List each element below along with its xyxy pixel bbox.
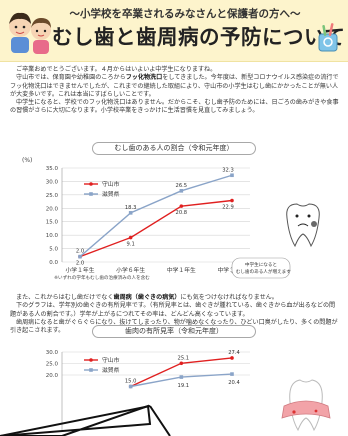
callout-text-2: 、むし歯のある人が増えます bbox=[231, 268, 291, 275]
data-point bbox=[128, 235, 133, 240]
children-illustration-icon bbox=[9, 12, 51, 54]
data-point bbox=[128, 384, 133, 389]
data-label: 9.1 bbox=[127, 242, 135, 248]
header-subtitle: 〜小学校を卒業されるみなさんと保護者の方へ〜 bbox=[69, 8, 301, 20]
y-tick-label: 20.0 bbox=[46, 206, 59, 212]
y-tick-label: 20.0 bbox=[46, 373, 59, 379]
x-tick-label: 中学１年生 bbox=[167, 266, 196, 274]
data-label: 32.3 bbox=[222, 167, 234, 173]
data-label: 2.0 bbox=[76, 249, 84, 255]
page-title: むし歯と歯周病の予防について bbox=[52, 25, 346, 49]
tooth-outline bbox=[286, 203, 320, 248]
y-tick-label: 15.0 bbox=[46, 220, 59, 226]
x-tick-label: 小学６年生 bbox=[116, 266, 145, 274]
data-point bbox=[230, 372, 234, 376]
data-label: 18.3 bbox=[125, 205, 137, 211]
toothbrush-cup-icon bbox=[318, 23, 338, 52]
y-tick-label: 30.0 bbox=[46, 179, 59, 185]
y-tick-label: 0.0 bbox=[49, 260, 58, 266]
legend-label: 滋賀県 bbox=[102, 366, 120, 374]
data-point bbox=[179, 375, 184, 379]
middle-paragraph-3: 歯周病になると歯がぐらぐらになり、抜けてしまったり、物が噛めなくなったり、ひどい… bbox=[10, 318, 338, 335]
data-point bbox=[230, 173, 234, 178]
legend-marker bbox=[89, 192, 93, 196]
y-tick-label: 5.0 bbox=[49, 247, 58, 253]
data-point bbox=[179, 361, 184, 366]
middle-paragraph-1: また、これからはむし歯だけでなく歯周病（歯ぐきの病気）にも気をつけなければなりま… bbox=[16, 294, 278, 301]
data-point bbox=[128, 211, 133, 215]
intro-paragraph-3: 中学生になると、学校でのフッ化物洗口はありません。だからこそ、むし歯予防のために… bbox=[10, 99, 339, 115]
intro-paragraph-2: 守山市では、保育園や幼稚園のころからフッ化物洗口をしてきました。今年度は、新型コ… bbox=[10, 74, 339, 98]
data-point bbox=[78, 254, 82, 259]
y-axis-unit-label: (%) bbox=[22, 157, 32, 164]
data-point bbox=[179, 189, 184, 193]
tooth-mouth bbox=[297, 223, 309, 227]
legend-label: 守山市 bbox=[102, 180, 120, 188]
intro-paragraph-1: ご卒業おめでとうございます。４月からはいよいよ中学生になりますね。 bbox=[16, 66, 217, 73]
fluoride-highlight: フッ化物洗口 bbox=[125, 74, 163, 82]
data-point bbox=[230, 198, 234, 203]
data-label: 26.5 bbox=[176, 183, 188, 189]
chart-1-title: むし歯のある人の割合（令和元年度） bbox=[92, 142, 256, 155]
series-line-0 bbox=[79, 199, 233, 258]
tooth-eye bbox=[307, 214, 311, 218]
callout-text-1: 中学生になると bbox=[245, 261, 277, 268]
data-label: 27.4 bbox=[228, 350, 240, 356]
y-tick-label: 25.0 bbox=[46, 193, 59, 199]
data-label: 2.0 bbox=[76, 261, 84, 267]
tooth-cavity-spot bbox=[311, 221, 317, 227]
data-label: 19.1 bbox=[178, 383, 190, 389]
series-line-1 bbox=[79, 174, 233, 258]
legend-marker bbox=[89, 358, 93, 362]
y-tick-label: 10.0 bbox=[46, 233, 59, 239]
sad-tooth-icon bbox=[286, 203, 320, 248]
x-tick-label: 小学１年生 bbox=[66, 266, 95, 274]
callout-bubble: 中学生になると、むし歯のある人が増えます bbox=[231, 257, 291, 279]
periodontal-text: また、これからはむし歯だけでなく歯周病（歯ぐきの病気）にも気をつけなければなりま… bbox=[10, 294, 340, 335]
tooth-eye bbox=[295, 214, 299, 218]
chart-2-title: 歯肉の有所見率（令和元年度） bbox=[92, 325, 256, 338]
y-tick-label: 25.0 bbox=[46, 362, 59, 368]
middle-paragraph-2: 下のグラフは、学年別の歯ぐきの有所見率です。（有所見率とは、歯ぐきが腫れている、… bbox=[10, 302, 336, 318]
y-tick-label: 30.0 bbox=[46, 350, 59, 356]
data-label: 15.0 bbox=[125, 379, 137, 385]
data-label: 20.8 bbox=[176, 210, 188, 216]
page-header: 〜小学校を卒業されるみなさんと保護者の方へ〜 むし歯と歯周病の予防について bbox=[0, 0, 348, 62]
callout-shape bbox=[231, 257, 291, 279]
legend-marker bbox=[89, 368, 93, 372]
data-label: 22.9 bbox=[222, 204, 234, 210]
y-tick-label: 35.0 bbox=[46, 166, 59, 172]
data-point bbox=[230, 356, 234, 360]
legend-marker bbox=[89, 182, 93, 186]
cavity-rate-chart: (%) 0.0 5.0 10.0 15.0 20.0 25.0 30.0 35.0 小学１年生 小学… bbox=[22, 157, 320, 281]
periodontal-highlight: 歯周病（歯ぐきの病気） bbox=[113, 294, 181, 301]
legend-label: 守山市 bbox=[102, 356, 120, 364]
cursor-pointer-icon bbox=[0, 404, 171, 436]
data-point bbox=[179, 204, 184, 208]
gum-tooth-illustration-icon bbox=[281, 379, 331, 432]
intro-text: ご卒業おめでとうございます。４月からはいよいよ中学生になりますね。 守山市では、… bbox=[10, 66, 340, 116]
x-axis-footnote: ※いずれの学年もむし歯の治療済みの人を含む bbox=[54, 274, 150, 281]
data-label: 25.1 bbox=[178, 355, 190, 361]
legend-label: 滋賀県 bbox=[102, 190, 120, 198]
data-label: 20.4 bbox=[228, 380, 240, 386]
